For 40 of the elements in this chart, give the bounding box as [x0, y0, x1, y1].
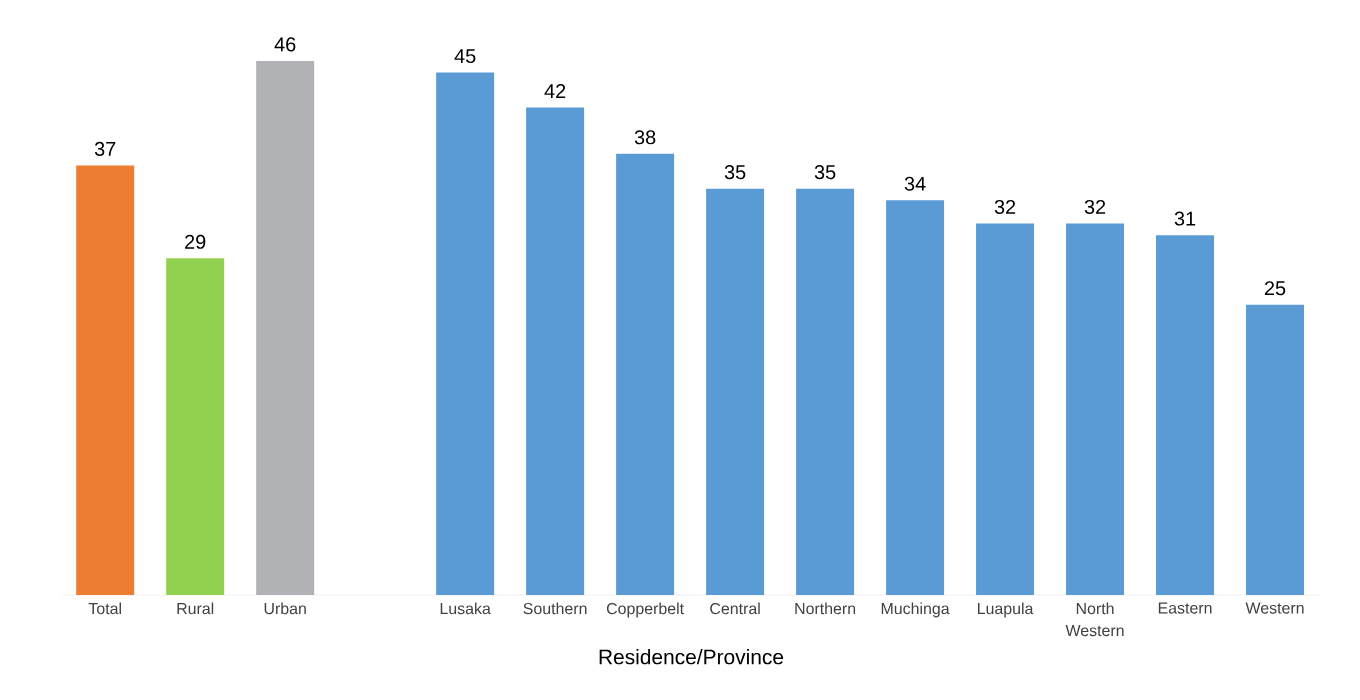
data-label: 31 [1174, 211, 1196, 226]
bar [976, 223, 1035, 595]
bar [706, 188, 765, 595]
x-tick-label: Urban [264, 602, 306, 615]
bar [166, 258, 225, 595]
data-label: 35 [724, 165, 746, 180]
data-label: 34 [904, 176, 926, 191]
data-label: 37 [94, 141, 116, 156]
bar [1246, 304, 1305, 595]
bar [616, 153, 675, 595]
x-tick-label: Western [1245, 602, 1304, 614]
x-tick-label: Muchinga [881, 602, 950, 618]
x-tick-label: Luapula [978, 602, 1034, 618]
data-label: 38 [634, 130, 656, 145]
x-tick-label: Eastern [1158, 602, 1212, 614]
bar [1066, 223, 1125, 595]
bar [796, 188, 855, 595]
bar [886, 200, 945, 595]
x-axis-title: Residence/Province [599, 648, 784, 665]
data-label: 46 [274, 37, 296, 52]
bar [436, 72, 495, 595]
data-label: 35 [814, 165, 836, 180]
data-label: 25 [1264, 281, 1286, 296]
bar [76, 165, 135, 595]
x-tick-label: Total [88, 602, 121, 615]
bar [256, 60, 315, 595]
x-tick-label: Central [710, 602, 760, 615]
x-tick-label: Copperbelt [606, 602, 684, 618]
data-label: 42 [544, 84, 566, 98]
data-label: 32 [1084, 199, 1106, 214]
data-label: 32 [994, 199, 1016, 214]
x-tick-label: Northern [795, 602, 856, 615]
data-label: 45 [454, 49, 476, 64]
x-tick-label: Rural [177, 602, 214, 615]
bar [1156, 235, 1215, 595]
x-tick-label: North Western [1065, 602, 1124, 637]
data-label: 29 [185, 234, 206, 249]
x-tick-label: Lusaka [440, 602, 491, 615]
x-tick-label: Southern [523, 602, 587, 615]
bar [526, 107, 585, 595]
